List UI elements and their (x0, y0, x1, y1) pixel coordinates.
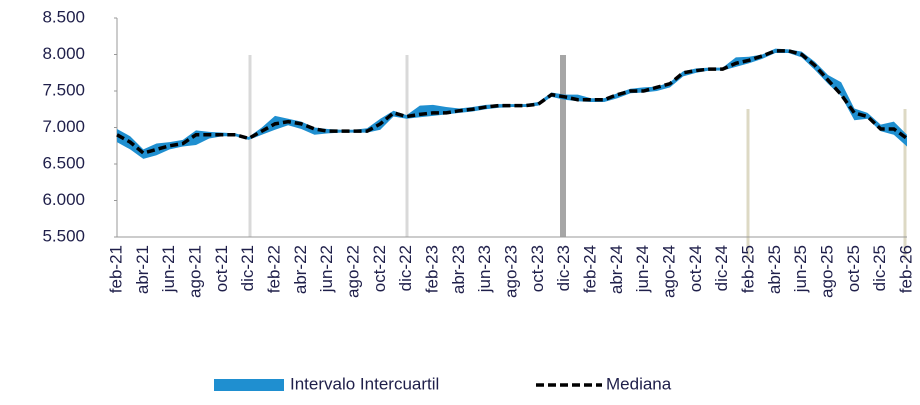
y-tick-label: 6.500 (42, 153, 85, 172)
x-tick-label: ago-22 (343, 245, 362, 298)
legend-swatch (214, 379, 284, 391)
x-tick-label: oct-23 (528, 245, 547, 292)
y-tick-label: 8.500 (42, 7, 85, 26)
x-tick-label: oct-25 (844, 245, 863, 292)
x-tick-label: abr-23 (449, 245, 468, 294)
median-line (116, 49, 909, 155)
x-tick-label: feb-26 (896, 245, 915, 293)
x-tick-label: feb-25 (738, 245, 757, 293)
legend-label: Mediana (606, 374, 672, 393)
x-tick-label: jun-25 (791, 245, 810, 293)
interquartile-band (117, 48, 907, 159)
x-tick-label: jun-23 (475, 245, 494, 293)
x-tick-label: abr-22 (291, 245, 310, 294)
x-tick-label: ago-25 (817, 245, 836, 298)
x-tick-label: feb-24 (580, 245, 599, 293)
x-tick-label: jun-24 (633, 245, 652, 293)
x-tick-label: feb-21 (106, 245, 125, 293)
x-tick-label: feb-22 (264, 245, 283, 293)
x-tick-label: feb-23 (422, 245, 441, 293)
x-tick-label: ago-23 (501, 245, 520, 298)
x-tick-label: oct-22 (370, 245, 389, 292)
x-tick-label: jun-22 (317, 245, 336, 293)
x-tick-label: dic-25 (870, 245, 889, 291)
x-tick-label: dic-21 (238, 245, 257, 291)
x-tick-label: oct-21 (212, 245, 231, 292)
x-tick-label: ago-21 (185, 245, 204, 298)
y-tick-label: 6.000 (42, 190, 85, 209)
x-tick-label: dic-22 (396, 245, 415, 291)
x-tick-label: abr-25 (765, 245, 784, 294)
x-tick-label: dic-24 (712, 245, 731, 291)
y-tick-label: 8.000 (42, 44, 85, 63)
y-tick-label: 5.500 (42, 226, 85, 245)
x-tick-label: ago-24 (659, 245, 678, 298)
y-tick-label: 7.500 (42, 80, 85, 99)
x-tick-label: abr-24 (607, 245, 626, 294)
x-tick-label: oct-24 (686, 245, 705, 292)
legend-label: Intervalo Intercuartil (290, 374, 439, 393)
y-tick-label: 7.000 (42, 117, 85, 136)
x-tick-label: jun-21 (159, 245, 178, 293)
x-tick-label: abr-21 (133, 245, 152, 294)
x-tick-label: dic-23 (554, 245, 573, 291)
